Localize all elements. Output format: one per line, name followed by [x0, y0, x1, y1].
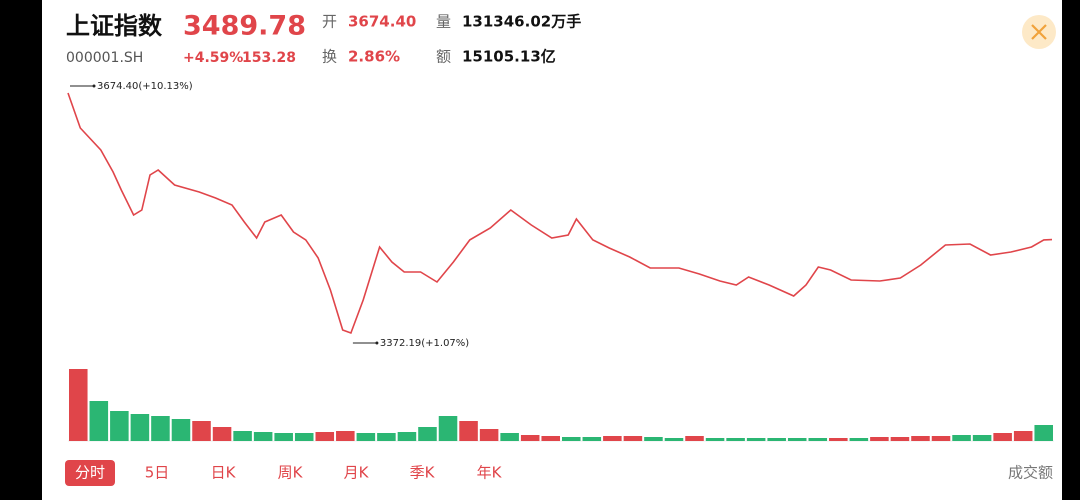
volume-bar: [705, 438, 725, 441]
tab[interactable]: 周K: [278, 464, 304, 482]
close-button[interactable]: [1022, 15, 1056, 49]
volume-bar: [603, 436, 622, 441]
price-line: [67, 92, 1053, 335]
panel: [42, 0, 1062, 500]
volume-bar: [336, 431, 355, 441]
volume-bar: [685, 436, 704, 441]
index-title: 上证指数: [66, 12, 163, 40]
stat-label: 换: [322, 48, 337, 66]
volume-bar: [993, 433, 1012, 441]
volume-bar: [787, 438, 807, 441]
stat-value: 3674.40: [348, 13, 416, 31]
index-price: 3489.78: [183, 11, 306, 42]
volume-bar: [69, 369, 88, 441]
volume-bar: [890, 437, 910, 441]
volume-bar: [274, 433, 293, 441]
volume-bar: [253, 432, 273, 441]
volume-bar: [500, 433, 519, 441]
annotation-label: 3674.40(+10.13%): [97, 81, 193, 92]
volume-bar: [931, 436, 951, 441]
volume-bar: [397, 432, 417, 441]
volume-bar: [377, 433, 396, 441]
volume-bar: [130, 414, 150, 441]
tab[interactable]: 月K: [344, 464, 370, 482]
volume-bar: [541, 436, 560, 441]
stat-value: 131346.02万手: [462, 13, 581, 31]
close-icon[interactable]: [1031, 24, 1047, 40]
volume-bar: [849, 438, 869, 441]
volume-bar: [459, 421, 478, 441]
volume-bar: [808, 438, 828, 441]
volume-bar: [233, 431, 252, 441]
change-value: 153.28: [242, 50, 296, 66]
volume-bar: [151, 416, 170, 441]
volume-bar: [746, 438, 766, 441]
volume-bar: [767, 438, 786, 441]
volume-bar: [623, 436, 643, 441]
stat-label: 量: [436, 13, 451, 31]
index-code: 000001.SH: [66, 50, 143, 66]
volume-bar: [1013, 431, 1033, 441]
tab[interactable]: 季K: [410, 464, 436, 482]
volume-bar: [829, 438, 848, 441]
volume-bar: [110, 411, 129, 441]
volume-bar: [870, 437, 889, 441]
stat-label: 开: [322, 13, 337, 31]
volume-bar: [1034, 425, 1053, 441]
volume-bar: [972, 435, 992, 441]
volume-bar: [356, 433, 376, 441]
annotation-label: 3372.19(+1.07%): [380, 338, 469, 349]
volume-bar: [418, 427, 437, 441]
stat-label: 额: [436, 48, 451, 66]
volume-bar: [315, 432, 335, 441]
volume-bar: [582, 437, 602, 441]
volume-bar: [212, 427, 232, 441]
volume-bar: [911, 436, 930, 441]
tab[interactable]: 日K: [211, 464, 237, 482]
volume-bar: [726, 438, 745, 441]
tab[interactable]: 分时: [75, 464, 105, 482]
tab[interactable]: 5日: [145, 464, 170, 482]
volume-bar: [479, 429, 499, 441]
tab[interactable]: 年K: [477, 464, 503, 482]
volume-bar: [192, 421, 211, 441]
volume-bar: [520, 435, 540, 441]
volume-bar: [952, 435, 971, 441]
volume-bar: [664, 438, 684, 441]
volume-bar: [438, 416, 458, 441]
volume-bar: [89, 401, 109, 441]
volume-bar: [644, 437, 663, 441]
volume-bar: [171, 419, 191, 441]
annotation-dot: [375, 341, 379, 345]
annotation-dot: [92, 84, 96, 88]
stat-value: 15105.13亿: [462, 48, 556, 66]
change-pct: +4.59%: [183, 50, 243, 66]
volume-bar: [294, 433, 314, 441]
volume-bar: [562, 437, 581, 441]
volume-label[interactable]: 成交额: [1008, 464, 1053, 482]
stat-value: 2.86%: [348, 48, 400, 66]
tab-active-bg[interactable]: [65, 460, 115, 486]
